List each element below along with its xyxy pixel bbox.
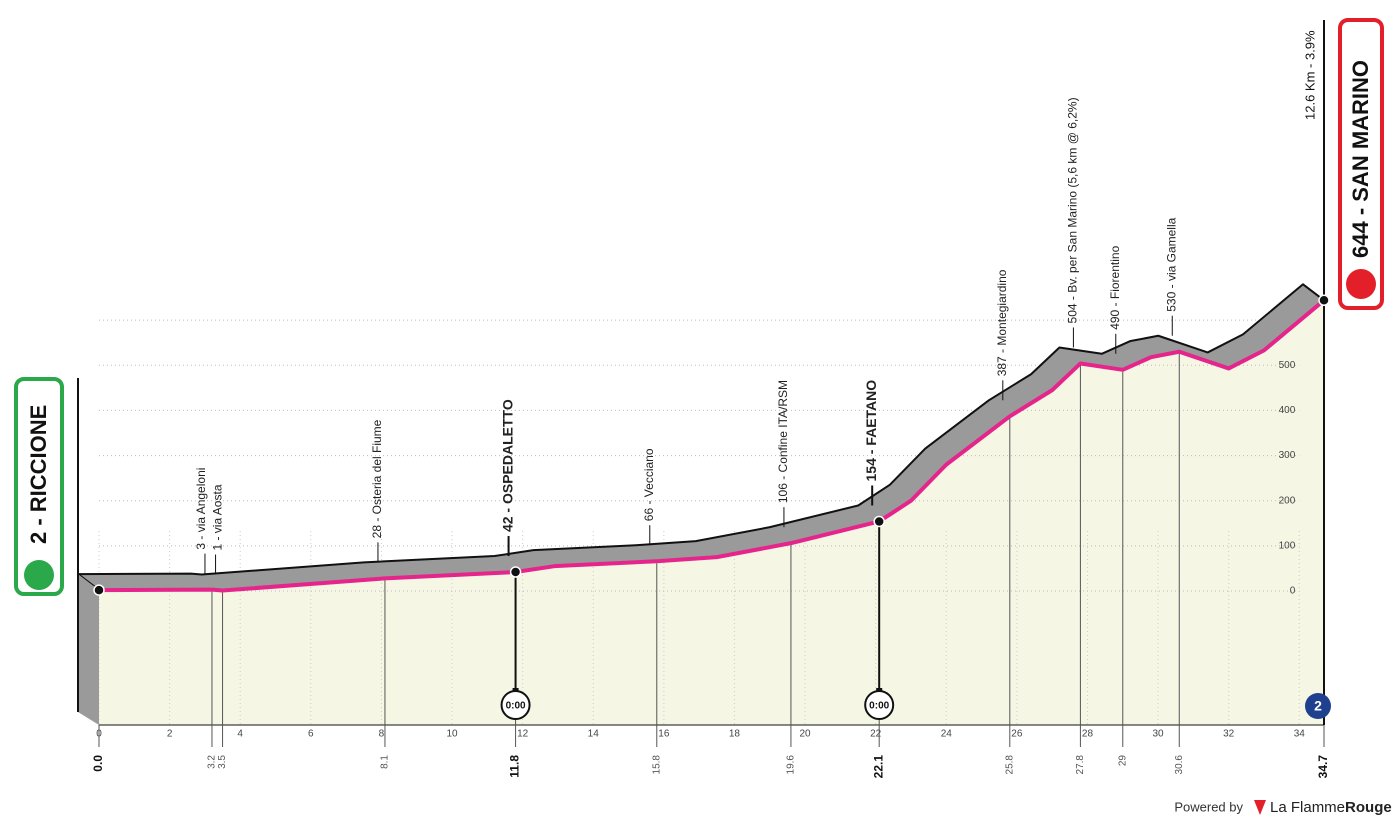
x-tick-label: 26 (1011, 729, 1023, 740)
waypoint-label: 1 - via Aosta (211, 484, 225, 550)
profile-area (99, 300, 1324, 725)
y-tick-label: 400 (1279, 405, 1296, 416)
x-tick-label: 24 (941, 729, 953, 740)
y-tick-label: 300 (1279, 450, 1296, 461)
distance-label: 19.6 (786, 755, 797, 775)
category-badge (1305, 693, 1331, 719)
brand-accent: Rouge (1345, 799, 1392, 816)
x-tick-label: 2 (167, 729, 173, 740)
distance-label: 8.1 (380, 755, 391, 769)
checkpoint-time: 0:00 (869, 701, 889, 712)
x-tick-label: 16 (658, 729, 670, 740)
profile-line (98, 298, 1326, 593)
distance-label: 15.8 (651, 755, 662, 775)
brand-main: La Flamme (1270, 799, 1345, 816)
distance-label: 3.2 (207, 755, 218, 769)
x-tick-label: 4 (237, 729, 243, 740)
distance-label: 22.1 (871, 755, 885, 779)
brand-name: La FlammeRouge (1270, 799, 1392, 816)
y-tick-label: 500 (1279, 360, 1296, 371)
x-tick-label: 30 (1153, 729, 1165, 740)
distance-label: 30.6 (1174, 755, 1185, 775)
waypoint-label: 106 - Confine ITA/RSM (776, 380, 790, 503)
x-tick-label: 20 (799, 729, 811, 740)
waypoint-label: 490 - Fiorentino (1108, 245, 1122, 329)
finish-icon (1346, 269, 1376, 299)
stopwatch-crown (876, 688, 883, 692)
finish-box (1338, 18, 1384, 310)
x-tick-label: 10 (446, 729, 458, 740)
distance-label: 11.8 (508, 755, 522, 778)
distance-label: 29 (1117, 755, 1128, 767)
start-box (14, 377, 64, 596)
distance-label: 34.7 (1316, 755, 1330, 779)
brand-logo (1254, 800, 1266, 815)
start-label: 2 - RICCIONE (26, 405, 51, 544)
waypoint-label: 3 - via Angeloni (194, 468, 208, 550)
y-tick-label: 100 (1279, 540, 1296, 551)
distance-label: 27.8 (1075, 755, 1086, 775)
waypoint-label: 154 - FAETANO (863, 380, 879, 482)
checkpoint-dot (873, 515, 885, 528)
x-tick-label: 14 (588, 729, 600, 740)
waypoint-label: 387 - Montegiardino (995, 269, 1009, 376)
waypoint-label: 42 - OSPEDALETTO (499, 399, 515, 532)
finish-dot (1318, 294, 1330, 307)
waypoint-label: 504 - Bv. per San Marino (5,6 km @ 6,2%) (1066, 97, 1080, 323)
stopwatch-crown (512, 688, 519, 692)
finish-label: 644 - SAN MARINO (1348, 60, 1373, 258)
finish-climb: 12.6 Km - 3.9% (1302, 30, 1317, 120)
x-tick-label: 32 (1223, 729, 1235, 740)
checkpoint-time: 0:00 (506, 701, 526, 712)
waypoint-label: 28 - Osteria del Fiume (370, 419, 384, 538)
x-tick-label: 22 (870, 729, 882, 740)
waypoint-label: 66 - Vecciano (642, 448, 656, 521)
start-icon (24, 560, 54, 590)
x-tick-label: 28 (1082, 729, 1094, 740)
distance-label: 0.0 (91, 755, 105, 772)
start-dot (93, 584, 105, 596)
x-tick-label: 8 (379, 729, 385, 740)
waypoint-label: 530 - via Gamella (1164, 217, 1178, 311)
x-tick-label: 12 (517, 729, 529, 740)
x-tick-label: 34 (1294, 729, 1306, 740)
x-tick-label: 6 (308, 729, 314, 740)
distance-label: 25.8 (1004, 755, 1015, 775)
distance-label: 3.5 (217, 755, 228, 769)
category-badge-label: 2 (1314, 698, 1322, 714)
powered-by: Powered by (1174, 799, 1243, 814)
profile-wall (78, 574, 99, 725)
checkpoint-dot (509, 566, 522, 578)
x-tick-label: 18 (729, 729, 741, 740)
y-tick-label: 200 (1279, 495, 1296, 506)
y-tick-label: 0 (1290, 586, 1296, 597)
